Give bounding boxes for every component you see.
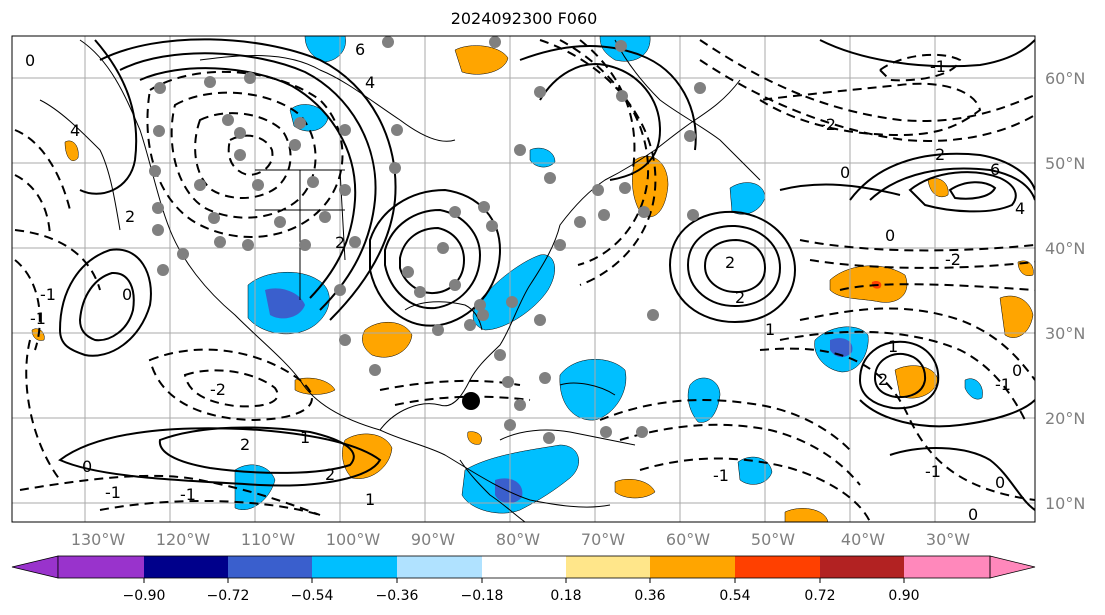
colorbar: −0.90 −0.72 −0.54 −0.36 −0.18 0.18 0.36 … bbox=[11, 555, 1036, 604]
contour-label: -2 bbox=[945, 250, 961, 269]
lat-label-50n: 50°N bbox=[1045, 154, 1085, 173]
contour-label: 2 bbox=[725, 253, 735, 272]
contour-label: -1 bbox=[713, 466, 729, 485]
lat-label-20n: 20°N bbox=[1045, 409, 1085, 428]
lon-label-130w: 130°W bbox=[71, 530, 126, 549]
contour-lines bbox=[58, 38, 1035, 511]
colorbar-tick: 0.54 bbox=[719, 588, 750, 604]
colorbar-swatch bbox=[312, 556, 397, 578]
colorbar-swatch bbox=[650, 556, 735, 578]
colorbar-swatch bbox=[58, 556, 144, 578]
station-dots bbox=[149, 36, 706, 444]
contour-label: -1 bbox=[40, 285, 56, 304]
lon-label-110w: 110°W bbox=[241, 530, 296, 549]
latitude-labels: 60°N 50°N 40°N 30°N 20°N 10°N bbox=[1045, 69, 1085, 513]
colorbar-tick: 0.72 bbox=[804, 588, 835, 604]
contour-label: -1 bbox=[925, 462, 941, 481]
contour-label: 2 bbox=[935, 145, 945, 164]
contour-label: 0 bbox=[25, 51, 35, 70]
colorbar-swatch bbox=[735, 556, 820, 578]
contour-label: 2 bbox=[325, 465, 335, 484]
colorbar-swatch bbox=[820, 556, 904, 578]
contour-label: 2 bbox=[125, 207, 135, 226]
contour-label: 1 bbox=[365, 490, 375, 509]
colorbar-swatch bbox=[397, 556, 482, 578]
contour-label: 2 bbox=[335, 233, 345, 252]
colorbar-tick: 0.18 bbox=[550, 588, 581, 604]
colorbar-tick: −0.72 bbox=[207, 588, 250, 604]
contour-label: -1 bbox=[105, 483, 121, 502]
contour-label: 4 bbox=[1015, 199, 1025, 218]
contour-label: 6 bbox=[990, 160, 1000, 179]
lat-label-10n: 10°N bbox=[1045, 494, 1085, 513]
longitude-labels: 130°W 120°W 110°W 100°W 90°W 80°W 70°W 6… bbox=[71, 530, 970, 549]
contour-label: -1 bbox=[30, 309, 46, 328]
contour-label: -1 bbox=[995, 375, 1011, 394]
map-frame bbox=[11, 35, 1036, 523]
colorbar-swatch bbox=[228, 556, 312, 578]
lon-label-90w: 90°W bbox=[411, 530, 455, 549]
contour-label: -1 bbox=[180, 485, 196, 504]
colorbar-tick: −0.18 bbox=[461, 588, 504, 604]
contour-label: 0 bbox=[885, 226, 895, 245]
negative-contour-lines bbox=[14, 39, 1035, 522]
colorbar-tick: 0.90 bbox=[888, 588, 919, 604]
lat-label-40n: 40°N bbox=[1045, 239, 1085, 258]
colorbar-swatch bbox=[144, 556, 228, 578]
contour-label: 4 bbox=[365, 73, 375, 92]
colorbar-swatch bbox=[904, 556, 990, 578]
lon-label-40w: 40°W bbox=[841, 530, 885, 549]
colorbar-tick: −0.90 bbox=[123, 588, 166, 604]
contour-label: 2 bbox=[878, 370, 888, 389]
contour-label: 1 bbox=[765, 320, 775, 339]
contour-label: 0 bbox=[995, 473, 1005, 492]
contour-label: 4 bbox=[70, 121, 80, 140]
contour-label: 0 bbox=[840, 163, 850, 182]
storm-center-dot bbox=[462, 392, 480, 410]
contour-label: 6 bbox=[355, 40, 365, 59]
colorbar-extend-high bbox=[989, 555, 1036, 579]
lon-label-120w: 120°W bbox=[156, 530, 211, 549]
lon-label-70w: 70°W bbox=[581, 530, 625, 549]
contour-label: 2 bbox=[735, 288, 745, 307]
lat-label-30n: 30°N bbox=[1045, 324, 1085, 343]
graticule bbox=[12, 36, 1035, 522]
map-plot-area: 6 4 0 4 2 0 2 2 4 6 -2 -1 0 2 2 -1 -1 1 … bbox=[12, 36, 1035, 524]
contour-labels: 6 4 0 4 2 0 2 2 4 6 -2 -1 0 2 2 -1 -1 1 … bbox=[25, 40, 1025, 524]
contour-label: 1 bbox=[300, 428, 310, 447]
lon-label-60w: 60°W bbox=[666, 530, 710, 549]
lon-label-100w: 100°W bbox=[326, 530, 381, 549]
lon-label-50w: 50°W bbox=[751, 530, 795, 549]
contour-label: 0 bbox=[1012, 361, 1022, 380]
positive-anomaly-shading bbox=[31, 45, 1034, 522]
coastlines bbox=[39, 39, 761, 522]
colorbar-tick: 0.36 bbox=[634, 588, 665, 604]
contour-label: 1 bbox=[888, 337, 898, 356]
contour-label: 0 bbox=[82, 457, 92, 476]
colorbar-tick: −0.36 bbox=[376, 588, 419, 604]
colorbar-extend-low bbox=[11, 555, 59, 579]
contour-label: 2 bbox=[240, 435, 250, 454]
lat-label-60n: 60°N bbox=[1045, 69, 1085, 88]
contour-label: -2 bbox=[820, 115, 836, 134]
lon-label-80w: 80°W bbox=[496, 530, 540, 549]
colorbar-tick: −0.54 bbox=[291, 588, 334, 604]
lon-label-30w: 30°W bbox=[926, 530, 970, 549]
map-title: 2024092300 F060 bbox=[450, 9, 598, 28]
contour-label: -1 bbox=[930, 57, 946, 76]
contour-label: -2 bbox=[210, 380, 226, 399]
colorbar-ticks: −0.90 −0.72 −0.54 −0.36 −0.18 0.18 0.36 … bbox=[123, 588, 920, 604]
colorbar-swatch bbox=[566, 556, 650, 578]
colorbar-swatch bbox=[482, 556, 566, 578]
contour-label: 0 bbox=[968, 505, 978, 524]
contour-label: 0 bbox=[122, 285, 132, 304]
